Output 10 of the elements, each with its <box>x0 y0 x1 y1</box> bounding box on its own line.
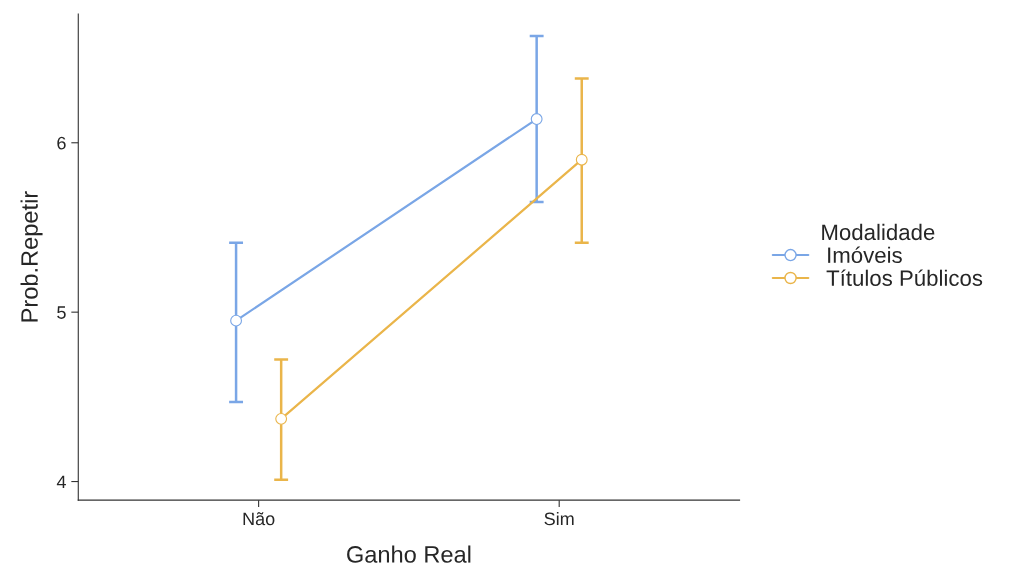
y-tick-label: 4 <box>56 475 66 489</box>
y-axis-title: Prob.Repetir <box>20 191 43 322</box>
x-axis-title: Ganho Real <box>347 545 471 563</box>
y-tick-label: 5 <box>57 306 66 319</box>
y-tick-label: 6 <box>57 136 66 150</box>
legend-label: Títulos Públicos <box>826 269 983 287</box>
legend-label: Imóveis <box>828 246 902 264</box>
x-tick-label: Não <box>243 512 275 526</box>
x-tick-label: Sim <box>544 511 574 526</box>
legend-title: Modalidade <box>822 223 935 241</box>
